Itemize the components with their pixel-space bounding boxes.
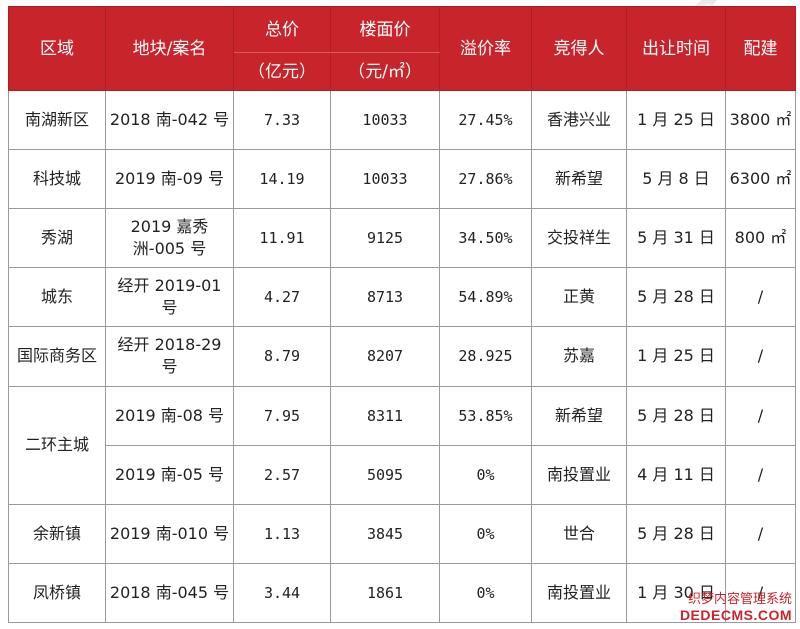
cell-total: 4.27 — [233, 267, 331, 328]
corner-watermark-top: 织梦内容管理系统 — [687, 591, 792, 606]
table-row: 余新镇 2019 南-010 号 1.13 3845 0% 世合 5 月 28 … — [8, 503, 796, 564]
cell-winner: 新希望 — [531, 385, 627, 446]
cell-premium: 53.85% — [439, 385, 532, 446]
cell-region: 国际商务区 — [8, 326, 106, 387]
cell-extra: 3800 ㎡ — [725, 89, 796, 151]
cell-date: 5 月 8 日 — [626, 149, 726, 210]
cell-total: 1.13 — [233, 503, 331, 564]
cell-extra: / — [725, 326, 796, 387]
cell-floor: 10033 — [330, 89, 440, 151]
header-winner: 竞得人 — [531, 6, 627, 91]
header-total-price: 总价 — [233, 6, 331, 53]
cell-region: 凤桥镇 — [8, 562, 106, 624]
cell-date: 1 月 25 日 — [626, 89, 726, 151]
cell-premium: 27.45% — [439, 89, 532, 151]
cell-plot: 2019 南-05 号 — [105, 444, 234, 505]
cell-extra: / — [725, 503, 796, 564]
cell-plot: 经开 2019-01 号 — [105, 267, 234, 328]
table-row: 南湖新区 2018 南-042 号 7.33 10033 27.45% 香港兴业… — [8, 89, 796, 151]
cell-extra: 800 ㎡ — [725, 208, 796, 269]
table-row: 二环主城 2019 南-08 号 7.95 8311 53.85% 新希望 5 … — [8, 385, 796, 505]
cell-extra: / — [725, 385, 796, 446]
header-plot: 地块/案名 — [105, 6, 234, 91]
cell-floor: 5095 — [330, 444, 440, 505]
cell-floor: 9125 — [330, 208, 440, 269]
table-row: 国际商务区 经开 2018-29 号 8.79 8207 28.925 苏嘉 1… — [8, 326, 796, 387]
cell-total: 7.95 — [233, 385, 331, 446]
cell-extra: / — [725, 267, 796, 328]
cell-total: 11.91 — [233, 208, 331, 269]
cell-total: 14.19 — [233, 149, 331, 210]
cell-winner: 香港兴业 — [531, 89, 627, 151]
cell-plot: 2019 嘉秀洲-005 号 — [105, 208, 234, 269]
table-row: 城东 经开 2019-01 号 4.27 8713 54.89% 正黄 5 月 … — [8, 267, 796, 328]
cell-premium: 54.89% — [439, 267, 532, 328]
cell-total: 8.79 — [233, 326, 331, 387]
cell-date: 5 月 28 日 — [626, 385, 726, 446]
header-region: 区域 — [8, 6, 106, 91]
table-row: 2019 南-05 号 2.57 5095 0% 南投置业 4 月 11 日 / — [9, 444, 796, 505]
cell-date: 4 月 11 日 — [626, 444, 726, 505]
cell-extra: / — [725, 444, 796, 505]
cell-date: 5 月 31 日 — [626, 208, 726, 269]
cell-winner: 南投置业 — [531, 562, 627, 624]
header-extra: 配建 — [725, 6, 796, 91]
cell-winner: 南投置业 — [531, 444, 627, 505]
cell-floor: 8207 — [330, 326, 440, 387]
cell-region: 二环主城 — [8, 385, 106, 505]
cell-date: 5 月 28 日 — [626, 503, 726, 564]
corner-watermark-bottom: DEDECMS.COM — [679, 607, 792, 623]
cell-floor: 1861 — [330, 562, 440, 624]
cell-plot: 2018 南-045 号 — [105, 562, 234, 624]
cell-plot: 2019 南-09 号 — [105, 149, 234, 210]
cell-region: 科技城 — [8, 149, 106, 210]
cell-winner: 新希望 — [531, 149, 627, 210]
cell-winner: 苏嘉 — [531, 326, 627, 387]
header-date: 出让时间 — [626, 6, 726, 91]
cell-date: 1 月 30 日 — [626, 562, 726, 624]
cell-extra: / — [725, 562, 796, 624]
cell-region: 余新镇 — [8, 503, 106, 564]
cell-winner: 正黄 — [531, 267, 627, 328]
cell-date: 1 月 25 日 — [626, 326, 726, 387]
cell-plot: 2019 南-010 号 — [105, 503, 234, 564]
cell-floor: 10033 — [330, 149, 440, 210]
cell-total: 7.33 — [233, 89, 331, 151]
cell-premium: 0% — [439, 562, 532, 624]
table-row: 凤桥镇 2018 南-045 号 3.44 1861 0% 南投置业 1 月 3… — [8, 562, 796, 624]
table-row: 秀湖 2019 嘉秀洲-005 号 11.91 9125 34.50% 交投祥生… — [8, 208, 796, 269]
table-row: 科技城 2019 南-09 号 14.19 10033 27.86% 新希望 5… — [8, 149, 796, 210]
cell-region: 城东 — [8, 267, 106, 328]
cell-winner: 世合 — [531, 503, 627, 564]
cell-total: 2.57 — [233, 444, 331, 505]
cell-floor: 8311 — [330, 385, 440, 446]
cell-plot: 2018 南-042 号 — [105, 89, 234, 151]
header-floor-price: 楼面价 — [330, 6, 440, 53]
cell-date: 5 月 28 日 — [626, 267, 726, 328]
cell-extra: 6300 ㎡ — [725, 149, 796, 210]
cell-premium: 34.50% — [439, 208, 532, 269]
cell-total: 3.44 — [233, 562, 331, 624]
cell-plot: 经开 2018-29 号 — [105, 326, 234, 387]
cell-premium: 0% — [439, 503, 532, 564]
corner-watermark: 织梦内容管理系统 DEDECMS.COM — [680, 591, 792, 623]
cell-premium: 27.86% — [439, 149, 532, 210]
land-auction-table: 区域 地块/案名 总价 楼面价 溢价率 竞得人 出让时间 配建 （亿元） （元/… — [8, 6, 796, 624]
cell-premium: 28.925 — [439, 326, 532, 387]
cell-region: 南湖新区 — [8, 89, 106, 151]
cell-floor: 3845 — [330, 503, 440, 564]
cell-region: 秀湖 — [8, 208, 106, 269]
cell-premium: 0% — [439, 444, 532, 505]
cell-floor: 8713 — [330, 267, 440, 328]
cell-plot: 2019 南-08 号 — [105, 385, 234, 446]
header-floor-price-unit: （元/㎡） — [330, 52, 440, 91]
cell-winner: 交投祥生 — [531, 208, 627, 269]
header-premium: 溢价率 — [439, 6, 532, 91]
header-total-price-unit: （亿元） — [233, 52, 331, 91]
